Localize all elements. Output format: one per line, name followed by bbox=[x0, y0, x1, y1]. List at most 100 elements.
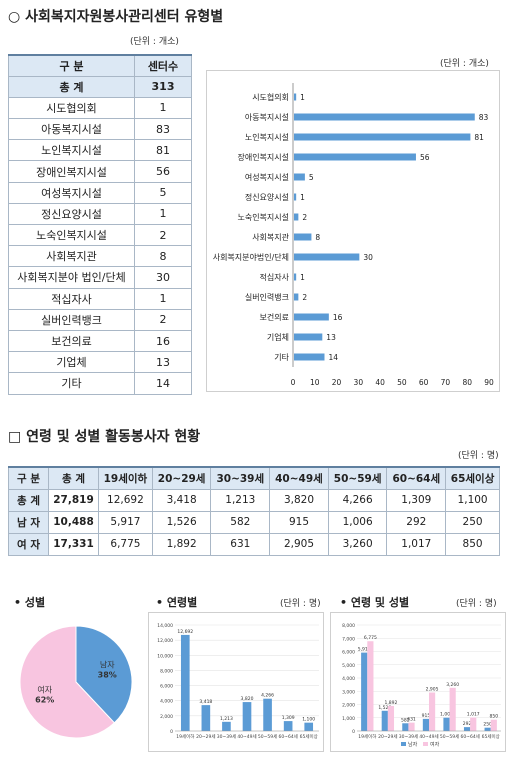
age-chart-title: • 연령별 bbox=[156, 596, 198, 609]
data-label: 1,100 bbox=[302, 717, 315, 723]
facility-table: 구 분 센터수 총 계 313 시도협의회 1 아동복지시설 83 노인복지시설 81 장애… bbox=[8, 53, 192, 395]
table-cell: 631 bbox=[210, 532, 271, 556]
pie-slice bbox=[75, 625, 133, 724]
bar bbox=[222, 721, 231, 731]
table-row: 보건의료 16 bbox=[8, 329, 192, 353]
bar bbox=[294, 333, 323, 341]
data-label: 1,006 bbox=[440, 712, 453, 718]
facility-chart-box: 시도협의회 1 아동복지시설 83 노인복지시설 81 장애인복지시설 56 여성복지시설 5 정신… bbox=[206, 70, 500, 392]
x-tick-label: 80 bbox=[462, 378, 472, 387]
y-tick-label: 1,000 bbox=[342, 716, 355, 722]
data-label: 16 bbox=[333, 313, 343, 322]
table-row: 실버인력뱅크 2 bbox=[8, 308, 192, 331]
slice-name-label: 여자 bbox=[37, 684, 52, 694]
table-row: 적십자사 1 bbox=[8, 287, 192, 310]
header-cell: 40~49세 bbox=[269, 466, 329, 490]
x-tick-label: 40 bbox=[375, 378, 385, 387]
table-cell: 3,418 bbox=[151, 488, 212, 512]
bar bbox=[294, 193, 297, 201]
data-label: 292 bbox=[463, 721, 472, 727]
category-label: 아동복지시설 bbox=[245, 112, 289, 122]
table-cell: 17,331 bbox=[47, 532, 100, 556]
bar bbox=[242, 702, 252, 731]
slice-percent-label: 38% bbox=[98, 671, 117, 680]
y-tick-label: 12,000 bbox=[157, 638, 173, 644]
category-label: 사회복지분야법인/단체 bbox=[213, 252, 289, 262]
x-tick-label: 30~39세 bbox=[217, 733, 236, 740]
row-label: 장애인복지시설 bbox=[8, 160, 135, 183]
table-cell: 1,526 bbox=[151, 510, 212, 534]
data-label: 2 bbox=[302, 293, 307, 302]
row-value: 8 bbox=[134, 245, 192, 268]
data-label: 81 bbox=[474, 133, 484, 142]
x-tick-label: 70 bbox=[441, 378, 451, 387]
legend-label: 남자 bbox=[408, 741, 418, 748]
agegender-bar-chart: 0 1,000 2,000 3,000 4,000 5,000 6,000 7,000 8,00… bbox=[342, 623, 501, 748]
table-row: 사회복지관 8 bbox=[8, 245, 192, 268]
data-label: 1 bbox=[300, 273, 305, 282]
table1-unit: (단위 : 개소) bbox=[130, 37, 179, 47]
total-value: 313 bbox=[134, 75, 192, 98]
data-label: 5,917 bbox=[358, 647, 371, 653]
row-value: 30 bbox=[134, 266, 192, 289]
row-value: 81 bbox=[134, 139, 192, 162]
data-label: 56 bbox=[420, 153, 430, 162]
table-total-row: 총 계 313 bbox=[8, 75, 192, 98]
category-label: 실버인력뱅크 bbox=[245, 292, 289, 302]
row-value: 1 bbox=[134, 202, 192, 226]
bar bbox=[294, 133, 471, 141]
row-value: 1 bbox=[134, 96, 192, 120]
row-label: 기업체 bbox=[8, 351, 135, 374]
header-cell: 19세이하 bbox=[98, 466, 153, 490]
data-label: 14 bbox=[328, 353, 338, 362]
category-label: 정신요양시설 bbox=[245, 192, 289, 202]
bar bbox=[294, 273, 297, 281]
x-tick-label: 90 bbox=[484, 378, 494, 387]
y-tick-label: 4,000 bbox=[342, 676, 355, 682]
x-tick-label: 0 bbox=[291, 378, 296, 387]
bar bbox=[408, 722, 415, 731]
category-label: 적십자사 bbox=[260, 272, 290, 282]
row-value: 56 bbox=[134, 160, 192, 183]
data-label: 1,309 bbox=[282, 715, 295, 721]
agegender-chart-box: 0 1,000 2,000 3,000 4,000 5,000 6,000 7,000 8,00… bbox=[330, 612, 506, 752]
table-row: 노인복지시설 81 bbox=[8, 139, 192, 162]
x-tick-label: 30~39세 bbox=[399, 733, 418, 740]
bar bbox=[367, 641, 374, 731]
y-tick-label: 8,000 bbox=[342, 623, 355, 629]
table-row: 기타 14 bbox=[8, 372, 192, 395]
pie-slice bbox=[19, 625, 116, 739]
data-label: 1,017 bbox=[467, 712, 480, 718]
header-cell: 총 계 bbox=[47, 466, 100, 490]
bar bbox=[463, 727, 471, 731]
y-tick-label: 6,000 bbox=[160, 684, 173, 690]
row-label: 시도협의회 bbox=[8, 96, 135, 120]
table-row: 기업체 13 bbox=[8, 351, 192, 374]
row-label: 실버인력뱅크 bbox=[8, 308, 135, 331]
chart1-unit: (단위 : 개소) bbox=[440, 59, 489, 69]
row-label: 아동복지시설 bbox=[8, 118, 135, 141]
header-category: 구 분 bbox=[8, 53, 135, 77]
slice-name-label: 남자 bbox=[100, 661, 115, 670]
row-label: 여 자 bbox=[8, 532, 49, 556]
data-label: 2,905 bbox=[426, 687, 439, 693]
row-label: 적십자사 bbox=[8, 287, 135, 310]
bar bbox=[283, 721, 293, 731]
section1-title: ○ 사회복지자원봉사관리센터 유형별 bbox=[8, 9, 224, 25]
row-value: 16 bbox=[134, 329, 192, 353]
data-label: 250 bbox=[483, 722, 492, 728]
bar bbox=[361, 652, 368, 731]
x-tick-label: 60~64세 bbox=[278, 733, 297, 740]
bar bbox=[180, 634, 190, 731]
legend-swatch-female bbox=[423, 742, 428, 746]
table-row: 사회복지분야 법인/단체 30 bbox=[8, 266, 192, 289]
table-cell: 4,266 bbox=[327, 488, 388, 512]
row-label: 여성복지시설 bbox=[8, 181, 135, 204]
y-tick-label: 0 bbox=[352, 729, 355, 735]
total-label: 총 계 bbox=[8, 75, 135, 98]
row-value: 1 bbox=[134, 287, 192, 310]
x-tick-label: 19세이하 bbox=[358, 733, 377, 740]
age-chart-unit: (단위 : 명) bbox=[280, 599, 321, 609]
